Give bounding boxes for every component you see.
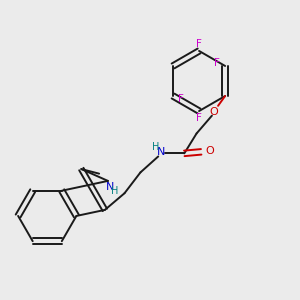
Text: N: N <box>157 148 165 158</box>
Text: O: O <box>205 146 214 156</box>
Text: N: N <box>106 182 114 192</box>
Text: F: F <box>214 58 220 68</box>
Text: H: H <box>111 186 118 196</box>
Text: F: F <box>196 39 202 49</box>
Text: F: F <box>178 94 184 104</box>
Text: H: H <box>152 142 160 152</box>
Text: O: O <box>209 107 218 117</box>
Text: F: F <box>196 113 202 123</box>
